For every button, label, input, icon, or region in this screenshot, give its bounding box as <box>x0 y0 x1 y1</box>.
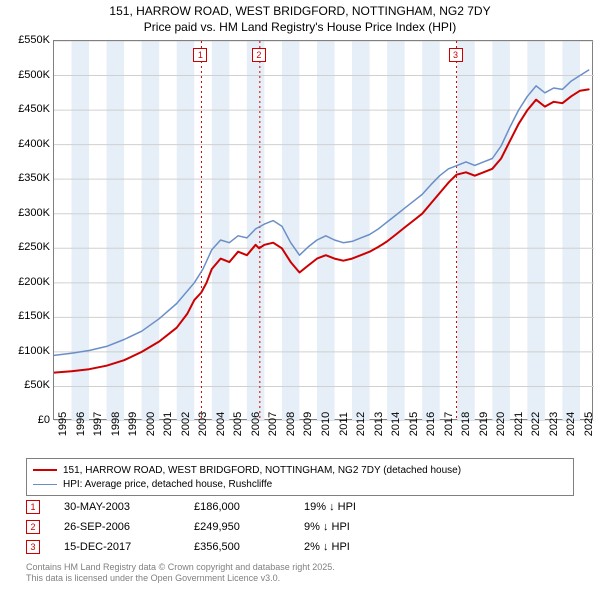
sale-price: £186,000 <box>194 501 304 513</box>
x-tick-label: 2024 <box>565 412 577 436</box>
x-tick-label: 1997 <box>92 412 104 436</box>
legend-item: HPI: Average price, detached house, Rush… <box>33 477 567 491</box>
x-tick-label: 2003 <box>197 412 209 436</box>
y-tick-label: £550K <box>5 34 50 46</box>
sale-marker-1: 1 <box>193 48 207 62</box>
sale-date: 30-MAY-2003 <box>64 501 194 513</box>
sale-diff: 9% ↓ HPI <box>304 521 414 533</box>
sale-marker-icon: 3 <box>26 540 40 554</box>
sale-marker-3: 3 <box>449 48 463 62</box>
x-tick-label: 2025 <box>583 412 595 436</box>
x-tick-label: 2008 <box>285 412 297 436</box>
plot-area <box>53 40 593 420</box>
x-tick-label: 2011 <box>338 412 350 436</box>
x-tick-label: 2002 <box>180 412 192 436</box>
x-tick-label: 2016 <box>425 412 437 436</box>
legend-label: 151, HARROW ROAD, WEST BRIDGFORD, NOTTIN… <box>63 465 461 476</box>
title-line-2: Price paid vs. HM Land Registry's House … <box>0 20 600 36</box>
y-tick-label: £500K <box>5 69 50 81</box>
x-tick-label: 2013 <box>373 412 385 436</box>
footer: Contains HM Land Registry data © Crown c… <box>26 562 335 585</box>
sale-diff: 19% ↓ HPI <box>304 501 414 513</box>
legend-swatch <box>33 469 57 471</box>
x-tick-label: 2021 <box>513 412 525 436</box>
y-tick-label: £450K <box>5 103 50 115</box>
x-tick-label: 2019 <box>478 412 490 436</box>
x-tick-label: 2007 <box>267 412 279 436</box>
y-tick-label: £150K <box>5 310 50 322</box>
x-tick-label: 2005 <box>232 412 244 436</box>
x-tick-label: 2001 <box>162 412 174 436</box>
y-tick-label: £300K <box>5 207 50 219</box>
legend-item: 151, HARROW ROAD, WEST BRIDGFORD, NOTTIN… <box>33 463 567 477</box>
x-tick-label: 1998 <box>110 412 122 436</box>
sale-diff: 2% ↓ HPI <box>304 541 414 553</box>
title-line-1: 151, HARROW ROAD, WEST BRIDGFORD, NOTTIN… <box>0 4 600 20</box>
sale-date: 26-SEP-2006 <box>64 521 194 533</box>
y-tick-label: £200K <box>5 276 50 288</box>
sale-marker-2: 2 <box>252 48 266 62</box>
x-tick-label: 2023 <box>548 412 560 436</box>
y-tick-label: £350K <box>5 172 50 184</box>
chart-canvas: 151, HARROW ROAD, WEST BRIDGFORD, NOTTIN… <box>0 0 600 590</box>
x-tick-label: 2017 <box>443 412 455 436</box>
x-tick-label: 2015 <box>408 412 420 436</box>
y-tick-label: £250K <box>5 241 50 253</box>
footer-line-1: Contains HM Land Registry data © Crown c… <box>26 562 335 573</box>
legend-label: HPI: Average price, detached house, Rush… <box>63 479 272 490</box>
sale-row: 2 26-SEP-2006£249,9509% ↓ HPI <box>26 518 414 536</box>
chart-svg <box>54 41 594 421</box>
chart-title: 151, HARROW ROAD, WEST BRIDGFORD, NOTTIN… <box>0 4 600 35</box>
y-tick-label: £400K <box>5 138 50 150</box>
sale-price: £249,950 <box>194 521 304 533</box>
legend: 151, HARROW ROAD, WEST BRIDGFORD, NOTTIN… <box>26 458 574 496</box>
sale-marker-icon: 2 <box>26 520 40 534</box>
y-tick-label: £100K <box>5 345 50 357</box>
x-tick-label: 2004 <box>215 412 227 436</box>
footer-line-2: This data is licensed under the Open Gov… <box>26 573 335 584</box>
sales-table: 1 30-MAY-2003£186,00019% ↓ HPI 2 26-SEP-200… <box>26 498 414 558</box>
sale-row: 1 30-MAY-2003£186,00019% ↓ HPI <box>26 498 414 516</box>
y-tick-label: £0 <box>5 414 50 426</box>
x-tick-label: 2009 <box>302 412 314 436</box>
x-tick-label: 1995 <box>57 412 69 436</box>
y-tick-label: £50K <box>5 379 50 391</box>
x-tick-label: 2018 <box>460 412 472 436</box>
sale-row: 3 15-DEC-2017£356,5002% ↓ HPI <box>26 538 414 556</box>
x-tick-label: 1999 <box>127 412 139 436</box>
x-tick-label: 2010 <box>320 412 332 436</box>
sale-date: 15-DEC-2017 <box>64 541 194 553</box>
x-tick-label: 2012 <box>355 412 367 436</box>
x-tick-label: 1996 <box>75 412 87 436</box>
x-tick-label: 2020 <box>495 412 507 436</box>
x-tick-label: 2006 <box>250 412 262 436</box>
x-tick-label: 2022 <box>530 412 542 436</box>
x-tick-label: 2014 <box>390 412 402 436</box>
x-tick-label: 2000 <box>145 412 157 436</box>
legend-swatch <box>33 484 57 485</box>
sale-marker-icon: 1 <box>26 500 40 514</box>
sale-price: £356,500 <box>194 541 304 553</box>
